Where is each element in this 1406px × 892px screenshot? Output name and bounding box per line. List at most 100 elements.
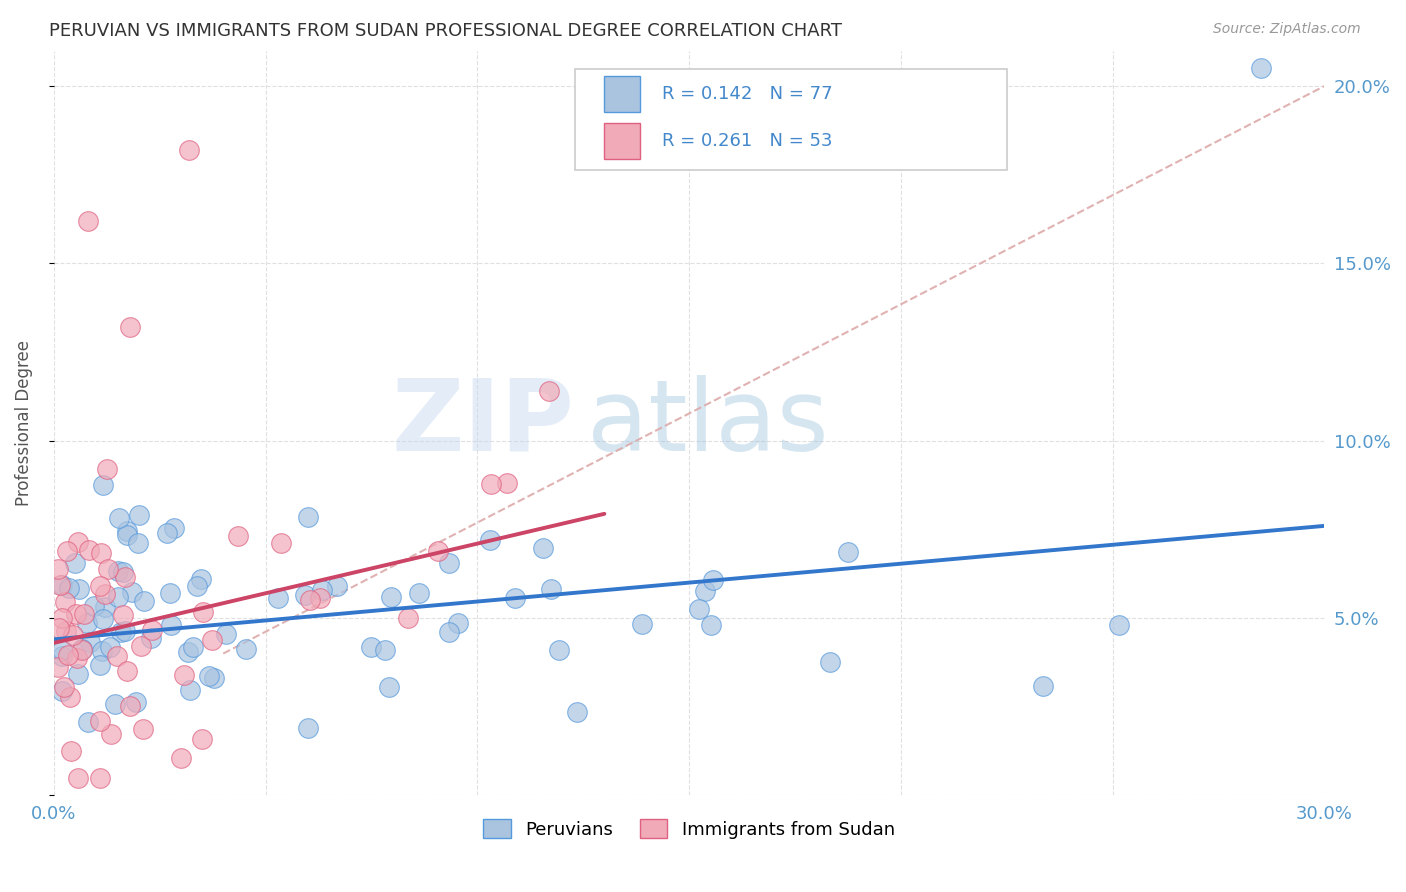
Point — [202, 671, 225, 685]
Point — [76, 615, 98, 630]
Point — [531, 541, 554, 555]
Point — [89, 658, 111, 673]
Point — [297, 721, 319, 735]
Point — [190, 572, 212, 586]
Point — [70, 642, 93, 657]
Point — [378, 680, 401, 694]
Point — [201, 633, 224, 648]
Point — [186, 579, 208, 593]
Point — [308, 591, 330, 605]
Point — [141, 623, 163, 637]
Point — [567, 705, 589, 719]
Point — [60, 744, 83, 758]
Point — [270, 536, 292, 550]
Point — [160, 617, 183, 632]
Point — [173, 668, 195, 682]
Point — [73, 607, 96, 622]
Point — [191, 605, 214, 619]
Point — [132, 594, 155, 608]
Point — [380, 590, 402, 604]
Legend: Peruvians, Immigrants from Sudan: Peruvians, Immigrants from Sudan — [477, 812, 901, 846]
Point — [83, 599, 105, 613]
Text: Source: ZipAtlas.com: Source: ZipAtlas.com — [1213, 22, 1361, 37]
Point — [79, 635, 101, 649]
Point — [127, 536, 149, 550]
Point — [66, 650, 89, 665]
Point — [373, 643, 395, 657]
Point — [55, 624, 77, 638]
Point — [115, 528, 138, 542]
Point — [163, 521, 186, 535]
Point — [91, 643, 114, 657]
Point — [478, 533, 501, 547]
Point — [107, 590, 129, 604]
Point — [538, 384, 561, 398]
Point — [215, 626, 238, 640]
Point — [311, 583, 333, 598]
Point — [191, 732, 214, 747]
Point — [114, 624, 136, 638]
Point — [104, 697, 127, 711]
Point — [548, 643, 571, 657]
Point — [117, 524, 139, 539]
Point — [51, 578, 73, 592]
Point — [58, 648, 80, 662]
Point — [439, 557, 461, 571]
Text: R = 0.261   N = 53: R = 0.261 N = 53 — [662, 132, 832, 150]
Point — [503, 591, 526, 605]
Point — [540, 582, 562, 596]
Point — [115, 664, 138, 678]
Point — [77, 714, 100, 729]
Point — [112, 608, 135, 623]
Point — [699, 618, 721, 632]
Point — [179, 682, 201, 697]
Point — [179, 143, 201, 157]
Text: PERUVIAN VS IMMIGRANTS FROM SUDAN PROFESSIONAL DEGREE CORRELATION CHART: PERUVIAN VS IMMIGRANTS FROM SUDAN PROFES… — [49, 22, 842, 40]
Point — [1250, 62, 1272, 76]
Point — [226, 529, 249, 543]
Point — [630, 616, 652, 631]
Point — [297, 509, 319, 524]
Point — [100, 727, 122, 741]
Point — [129, 639, 152, 653]
FancyBboxPatch shape — [605, 123, 640, 159]
Point — [94, 587, 117, 601]
Point — [125, 695, 148, 709]
Point — [91, 477, 114, 491]
FancyBboxPatch shape — [605, 77, 640, 112]
Point — [120, 320, 142, 334]
Point — [170, 750, 193, 764]
Point — [235, 641, 257, 656]
Point — [688, 602, 710, 616]
Point — [702, 573, 724, 587]
Point — [48, 577, 70, 591]
Point — [437, 624, 460, 639]
Point — [107, 564, 129, 578]
Point — [121, 584, 143, 599]
Point — [108, 511, 131, 525]
Point — [105, 649, 128, 664]
Text: atlas: atlas — [588, 375, 830, 472]
Point — [139, 631, 162, 645]
Point — [98, 640, 121, 654]
Point — [46, 659, 69, 673]
Point — [63, 557, 86, 571]
Point — [89, 579, 111, 593]
Point — [90, 546, 112, 560]
Point — [426, 544, 449, 558]
Point — [496, 476, 519, 491]
Point — [51, 610, 73, 624]
Point — [198, 669, 221, 683]
Point — [51, 683, 73, 698]
Point — [76, 214, 98, 228]
Point — [360, 640, 382, 655]
Point — [693, 583, 716, 598]
Point — [65, 607, 87, 622]
Point — [53, 595, 76, 609]
Point — [96, 462, 118, 476]
Point — [818, 656, 841, 670]
Point — [66, 535, 89, 549]
Point — [62, 628, 84, 642]
Point — [48, 621, 70, 635]
Point — [132, 722, 155, 736]
